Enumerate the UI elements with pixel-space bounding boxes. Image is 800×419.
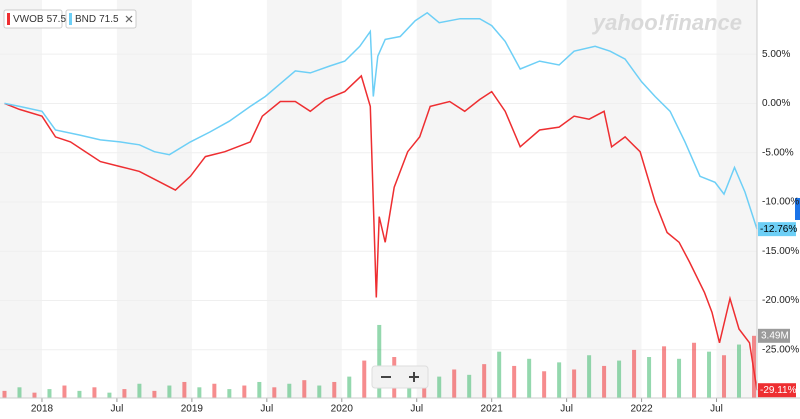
- y-tick-label: 5.00%: [762, 49, 790, 60]
- volume-bar: [197, 387, 202, 398]
- volume-bar: [467, 374, 472, 398]
- x-tick-label: 2022: [630, 404, 653, 415]
- legend-swatch: [69, 13, 72, 25]
- volume-bar: [122, 389, 127, 398]
- legend-price: 71.5: [99, 14, 119, 25]
- volume-bar: [737, 344, 742, 398]
- volume-bar: [212, 383, 217, 398]
- volume-bar: [572, 369, 577, 398]
- volume-bar: [32, 392, 37, 398]
- volume-bar: [92, 387, 97, 398]
- legend: VWOB 57.53 BND 71.5: [3, 9, 137, 29]
- y-tick-label: 0.00%: [762, 98, 790, 109]
- x-tick-label: Jul: [111, 404, 124, 415]
- volume-bar: [377, 324, 382, 398]
- volume-bar: [77, 390, 82, 398]
- value-tag: [758, 222, 796, 237]
- volume-bar: [272, 387, 277, 398]
- volume-bar: [242, 385, 247, 398]
- x-tick-label: 2018: [31, 404, 54, 415]
- y-tick-label: -10.00%: [762, 197, 799, 208]
- series-line: [4, 11, 758, 230]
- volume-bar: [662, 346, 667, 398]
- volume-bar: [362, 360, 367, 398]
- volume-bars: [2, 324, 757, 398]
- value-tag-label: -29.11%: [760, 385, 797, 396]
- scroll-tab[interactable]: [795, 198, 800, 220]
- volume-bar: [317, 385, 322, 398]
- volume-bar: [692, 342, 697, 398]
- volume-bar: [257, 381, 262, 398]
- volume-bar: [647, 357, 652, 398]
- volume-label: 3.49M: [761, 330, 789, 341]
- x-tick-label: Jul: [710, 404, 723, 415]
- x-tick-label: Jul: [560, 404, 573, 415]
- x-tick-label: Jul: [410, 404, 423, 415]
- x-tick-label: Jul: [260, 404, 273, 415]
- volume-bar: [62, 385, 67, 398]
- legend-box[interactable]: [3, 9, 63, 29]
- volume-bar: [497, 351, 502, 398]
- volume-bar: [137, 383, 142, 398]
- x-tick-label: 2020: [331, 404, 354, 415]
- volume-bar: [302, 380, 307, 398]
- volume-bar: [512, 365, 517, 398]
- volume-bar: [437, 376, 442, 398]
- volume-bar: [557, 362, 562, 398]
- zoom-controls: [371, 365, 429, 389]
- legend-price: 57.53: [47, 14, 72, 25]
- volume-bar: [452, 369, 457, 398]
- value-tag-label: -12.76%: [760, 224, 797, 235]
- volume-bar: [587, 355, 592, 398]
- volume-bar: [542, 371, 547, 398]
- band: [416, 0, 492, 398]
- volume-bar: [107, 392, 112, 398]
- volume-bar: [2, 390, 7, 398]
- volume-bar: [482, 364, 487, 398]
- x-tick-label: 2021: [481, 404, 504, 415]
- logo: yahoo!finance: [592, 10, 742, 35]
- y-tick-label: -5.00%: [762, 147, 794, 158]
- volume-bar: [617, 360, 622, 398]
- volume-bar: [227, 389, 232, 398]
- volume-bar: [287, 383, 292, 398]
- band: [266, 0, 342, 398]
- volume-bar: [527, 358, 532, 398]
- y-tick-label: -25.00%: [762, 344, 799, 355]
- volume-bar: [722, 355, 727, 398]
- band: [566, 0, 642, 398]
- volume-bar: [47, 389, 52, 398]
- volume-bar: [182, 381, 187, 398]
- volume-bar: [632, 349, 637, 398]
- band: [116, 0, 192, 398]
- band: [716, 0, 757, 398]
- legend-close[interactable]: [125, 15, 133, 23]
- zoom-box: [371, 365, 429, 389]
- volume-tag: [758, 328, 790, 343]
- legend-name: BND: [75, 14, 96, 25]
- volume-bar: [332, 381, 337, 398]
- y-tick-label: -15.00%: [762, 246, 799, 257]
- y-tick-label: -20.00%: [762, 295, 799, 306]
- volume-bar: [707, 351, 712, 398]
- volume-bar: [152, 390, 157, 398]
- volume-bar: [347, 376, 352, 398]
- volume-bar: [167, 385, 172, 398]
- background-bands: [0, 0, 757, 398]
- volume-bar: [602, 365, 607, 398]
- volume-bar: [677, 358, 682, 398]
- series-line: [4, 74, 758, 391]
- x-tick-label: 2019: [181, 404, 204, 415]
- lines: [4, 11, 758, 391]
- band: [0, 0, 42, 398]
- legend-box[interactable]: [65, 9, 137, 29]
- legend-name: VWOB: [13, 14, 44, 25]
- volume-bar: [17, 387, 22, 398]
- legend-swatch: [7, 13, 10, 25]
- value-tag: [758, 383, 796, 398]
